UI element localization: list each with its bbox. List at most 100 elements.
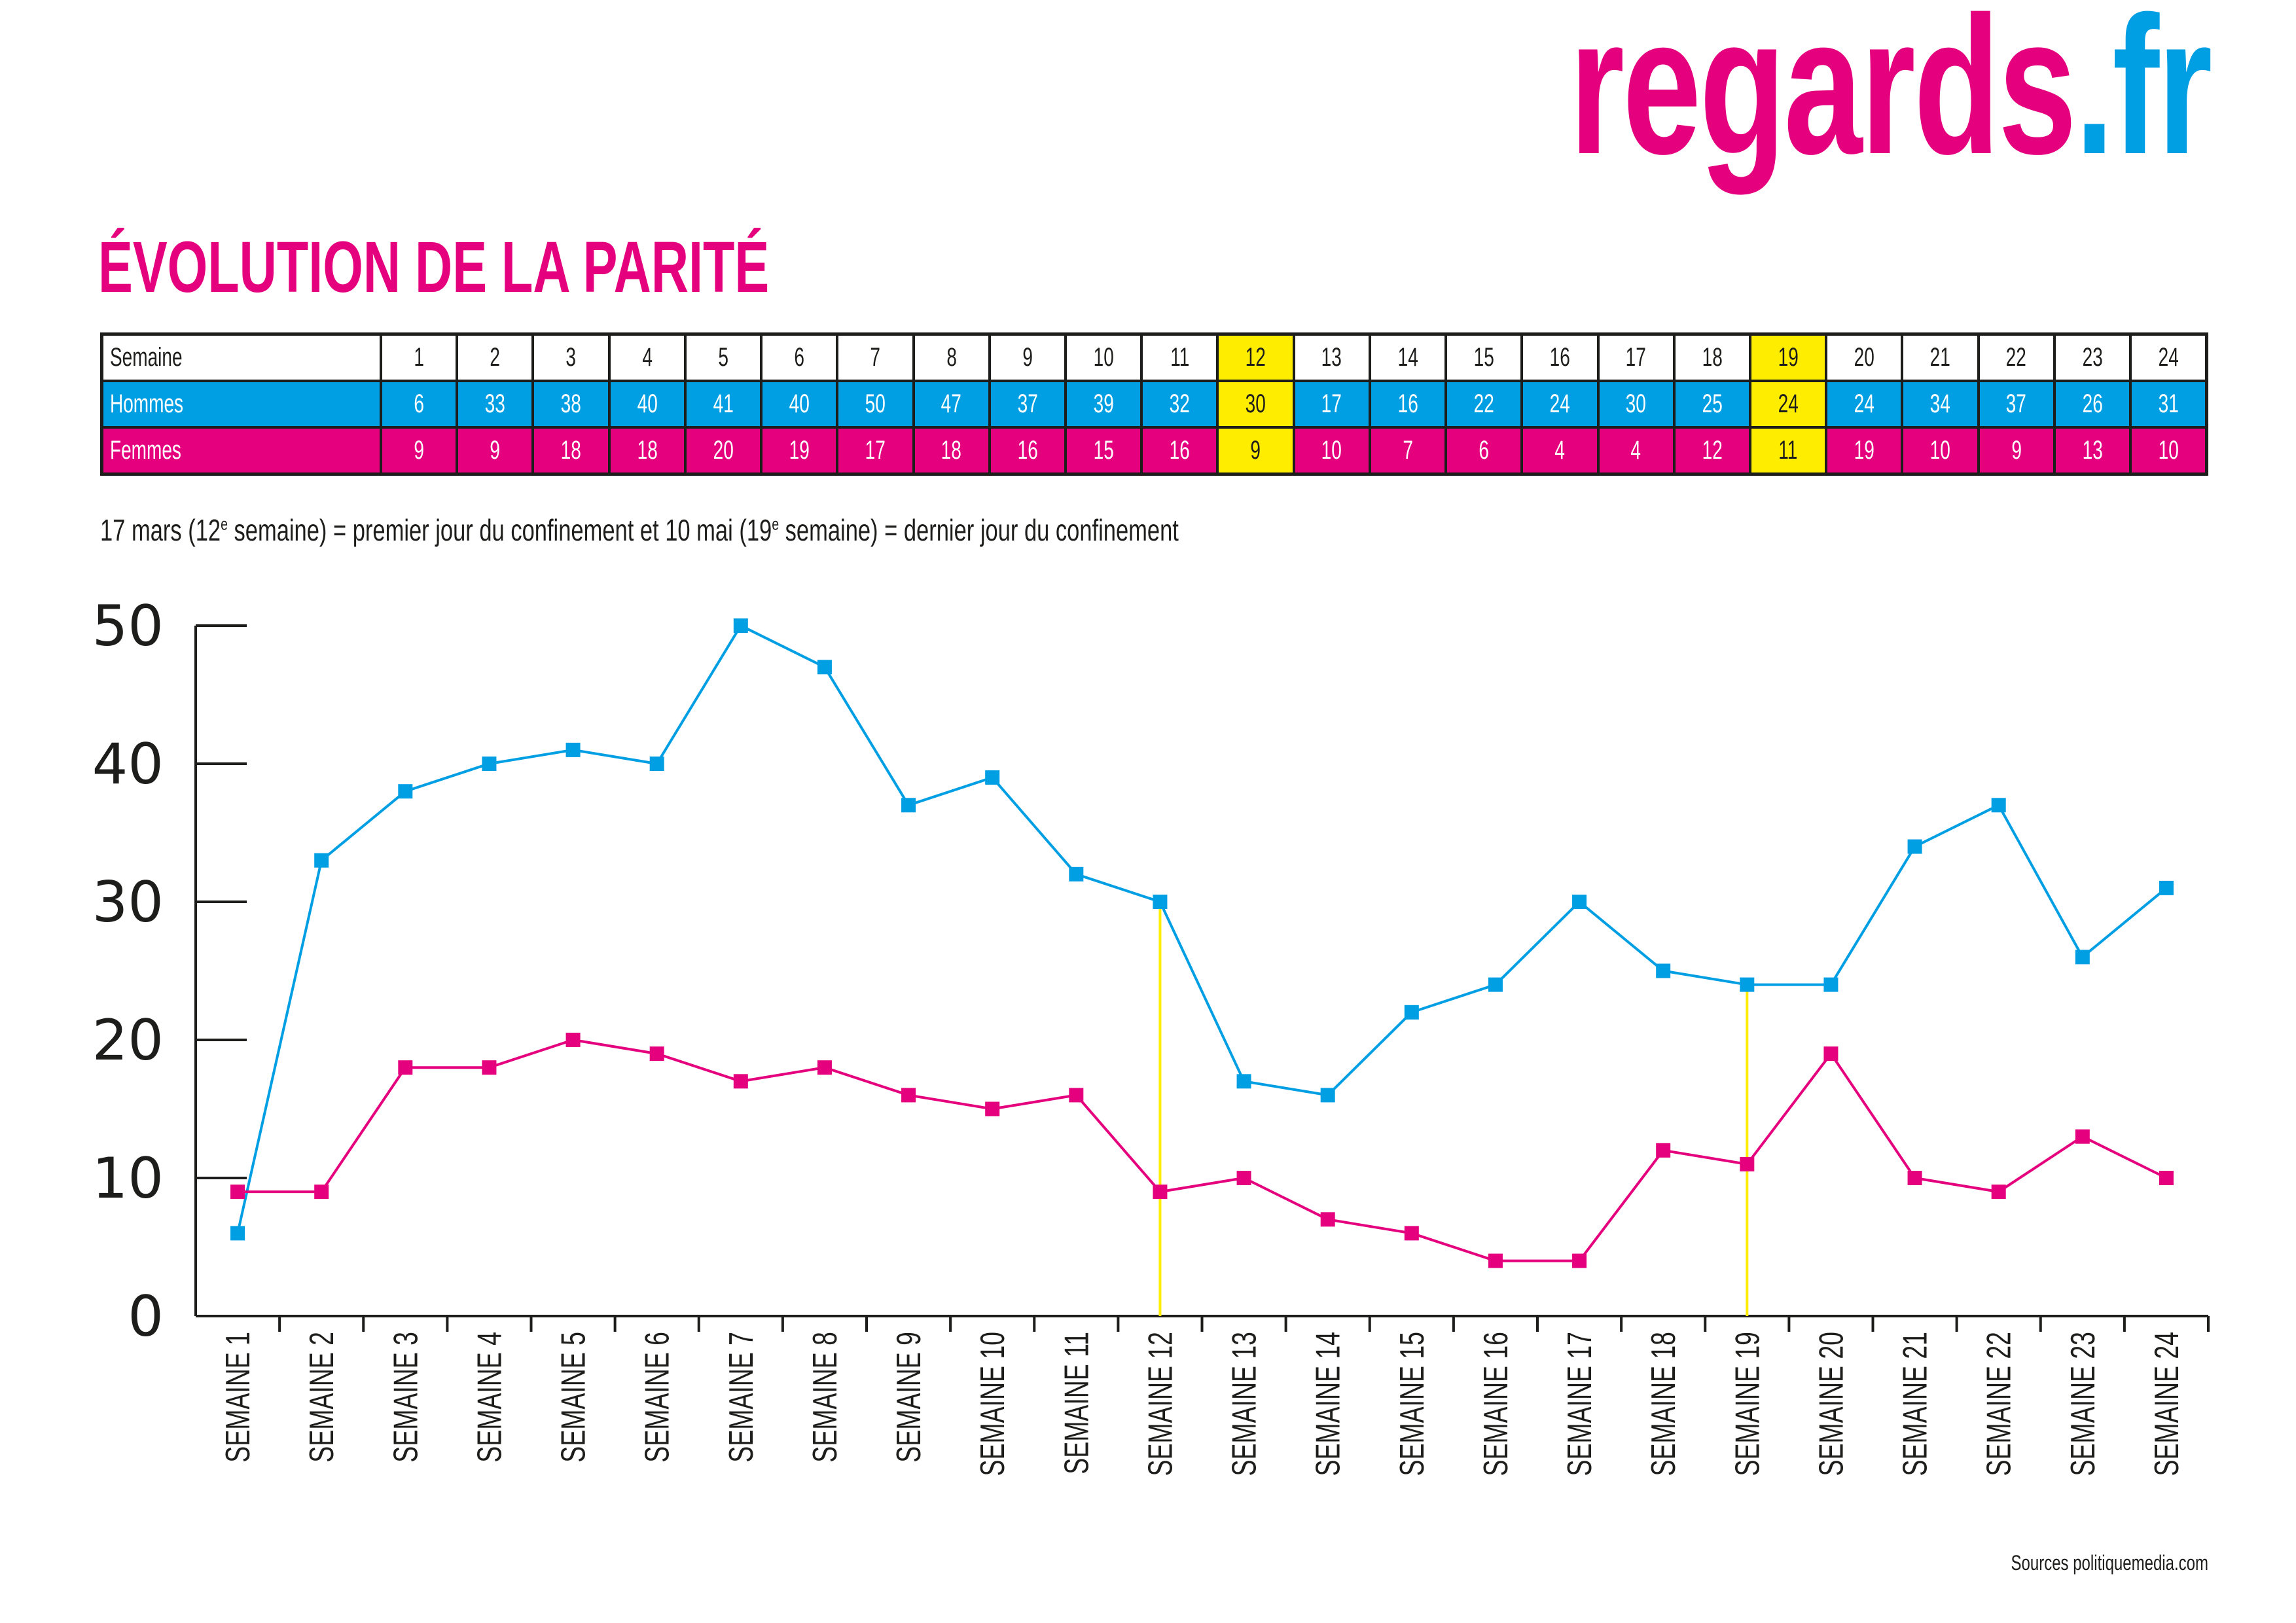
data-point-hommes xyxy=(398,784,413,799)
week-cell: 17 xyxy=(1596,332,1676,382)
hommes-cell: 47 xyxy=(912,380,991,429)
table-row-hommes: Hommes 6 33 38 40 41 40 50 47 37 39 32 30 17 16 22 24 30 2… xyxy=(100,380,2208,429)
x-tick-label: SEMAINE 2 xyxy=(302,1332,341,1463)
x-tick-label: SEMAINE 23 xyxy=(2064,1332,2102,1476)
data-point-femmes xyxy=(2159,1171,2174,1185)
y-tick-label: 50 xyxy=(92,594,164,659)
data-point-hommes xyxy=(2075,950,2090,965)
data-point-hommes xyxy=(901,798,916,813)
week-cell: 22 xyxy=(1977,332,2056,382)
x-tick-label: SEMAINE 10 xyxy=(973,1332,1012,1476)
femmes-cell: 16 xyxy=(1140,426,1219,476)
week-cell: 7 xyxy=(836,332,915,382)
femmes-cell: 9 xyxy=(1977,426,2056,476)
x-tick-label: SEMAINE 9 xyxy=(889,1332,928,1463)
x-tick-label: SEMAINE 14 xyxy=(1309,1332,1348,1476)
week-cell: 14 xyxy=(1368,332,1448,382)
femmes-cell: 10 xyxy=(1292,426,1371,476)
data-point-femmes xyxy=(1572,1253,1587,1268)
x-tick-label: SEMAINE 19 xyxy=(1728,1332,1767,1476)
data-point-femmes xyxy=(733,1074,748,1089)
data-point-hommes xyxy=(817,660,832,675)
data-point-hommes xyxy=(985,770,1000,785)
data-point-femmes xyxy=(398,1060,413,1075)
femmes-cell: 9 xyxy=(456,426,535,476)
x-tick-label: SEMAINE 22 xyxy=(1980,1332,2018,1476)
hommes-cell: 37 xyxy=(1977,380,2056,429)
data-point-femmes xyxy=(985,1101,1000,1116)
y-tick-label: 40 xyxy=(92,732,164,797)
data-point-femmes xyxy=(482,1060,497,1075)
data-point-hommes xyxy=(1236,1074,1251,1089)
x-tick-label: SEMAINE 24 xyxy=(2147,1332,2186,1476)
data-point-femmes xyxy=(817,1060,832,1075)
y-tick-label: 0 xyxy=(128,1284,164,1349)
hommes-cell: 41 xyxy=(683,380,763,429)
data-point-femmes xyxy=(1153,1185,1168,1200)
femmes-cell: 4 xyxy=(1596,426,1676,476)
series-line-hommes xyxy=(236,624,2168,1234)
data-point-femmes xyxy=(1823,1046,1839,1061)
x-tick-label: SEMAINE 15 xyxy=(1393,1332,1431,1476)
row-label: Femmes xyxy=(110,436,181,465)
data-point-hommes xyxy=(565,742,581,757)
hommes-cell: 24 xyxy=(1748,380,1828,429)
week-cell: 19 xyxy=(1748,332,1828,382)
table-row-femmes: Femmes 9 9 18 18 20 19 17 18 16 15 16 9 10 7 6 4 4 12 11 19 1… xyxy=(100,426,2208,476)
data-point-femmes xyxy=(1488,1253,1503,1268)
femmes-cell: 10 xyxy=(1901,426,1980,476)
hommes-cell: 26 xyxy=(2053,380,2132,429)
week-cell: 23 xyxy=(2053,332,2132,382)
week-cell: 6 xyxy=(760,332,839,382)
week-cell: 5 xyxy=(683,332,763,382)
data-point-femmes xyxy=(314,1185,329,1200)
hommes-cell: 38 xyxy=(531,380,611,429)
femmes-cell: 18 xyxy=(531,426,611,476)
data-point-hommes xyxy=(230,1226,245,1241)
hommes-cell: 22 xyxy=(1444,380,1524,429)
hommes-cell: 33 xyxy=(456,380,535,429)
data-point-femmes xyxy=(649,1046,664,1061)
data-point-hommes xyxy=(1153,895,1168,909)
data-point-femmes xyxy=(1740,1156,1755,1171)
series-line-femmes xyxy=(238,1038,2167,1262)
hommes-cell: 17 xyxy=(1292,380,1371,429)
femmes-cell: 19 xyxy=(760,426,839,476)
data-point-hommes xyxy=(1320,1088,1335,1103)
data-point-femmes xyxy=(901,1088,916,1103)
hommes-cell: 30 xyxy=(1596,380,1676,429)
y-tick-label: 10 xyxy=(92,1146,164,1211)
week-cell: 24 xyxy=(2129,332,2208,382)
week-cell: 21 xyxy=(1901,332,1980,382)
data-point-femmes xyxy=(1907,1171,1922,1185)
hommes-cell: 37 xyxy=(988,380,1067,429)
femmes-cell: 12 xyxy=(1672,426,1751,476)
hommes-cell: 31 xyxy=(2129,380,2208,429)
femmes-cell: 18 xyxy=(912,426,991,476)
confinement-note: 17 mars (12e semaine) = premier jour du … xyxy=(100,513,1179,547)
x-tick-label: SEMAINE 17 xyxy=(1560,1332,1599,1476)
x-tick-label: SEMAINE 5 xyxy=(554,1332,593,1463)
data-point-femmes xyxy=(1320,1212,1335,1227)
hommes-cell: 50 xyxy=(836,380,915,429)
x-tick-label: SEMAINE 7 xyxy=(722,1332,761,1463)
table-row-semaine: Semaine 1 2 3 4 5 6 7 8 9 10 11 12 13 14 15 16 17 18 19 20 21… xyxy=(100,332,2208,382)
hommes-cell: 25 xyxy=(1672,380,1751,429)
data-point-hommes xyxy=(1488,977,1503,992)
week-cell: 11 xyxy=(1140,332,1219,382)
femmes-cell: 18 xyxy=(607,426,687,476)
femmes-cell: 15 xyxy=(1064,426,1143,476)
data-table: Semaine 1 2 3 4 5 6 7 8 9 10 11 12 13 14 15 16 17 18 19 20 21… xyxy=(100,332,2208,476)
data-point-hommes xyxy=(1823,977,1839,992)
x-tick-label: SEMAINE 11 xyxy=(1057,1332,1096,1474)
hommes-cell: 40 xyxy=(607,380,687,429)
hommes-cell: 39 xyxy=(1064,380,1143,429)
x-tick-label: SEMAINE 8 xyxy=(806,1332,844,1463)
hommes-cell: 34 xyxy=(1901,380,1980,429)
femmes-cell: 13 xyxy=(2053,426,2132,476)
hommes-cell: 40 xyxy=(760,380,839,429)
week-cell: 18 xyxy=(1672,332,1751,382)
y-tick-label: 20 xyxy=(92,1008,164,1073)
data-point-hommes xyxy=(2159,880,2174,895)
page-title: ÉVOLUTION DE LA PARITÉ xyxy=(98,227,770,308)
